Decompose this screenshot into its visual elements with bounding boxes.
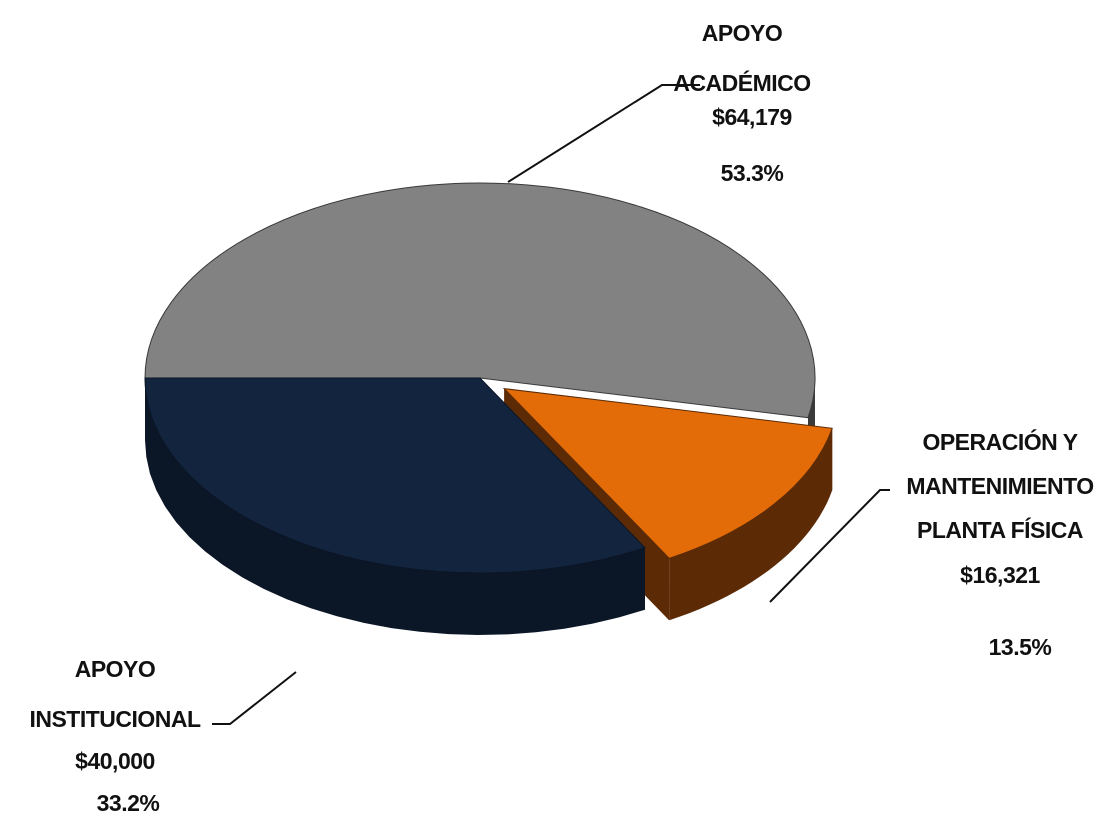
slice: [144, 182, 816, 419]
slice-tops: [144, 182, 833, 574]
value-label: $40,000: [75, 748, 155, 774]
category-label: APOYO ACADÉMICO: [673, 20, 811, 96]
leader-line: [212, 671, 297, 725]
percent-label: 53.3%: [720, 160, 784, 186]
category-label: APOYO INSTITUCIONAL: [29, 656, 201, 732]
percent-label: 33.2%: [96, 790, 160, 816]
slice-side: [669, 428, 833, 621]
value-label: $64,179: [712, 104, 792, 130]
slice: [502, 387, 833, 559]
leader-line: [769, 489, 890, 603]
value-label: $16,321: [960, 562, 1040, 588]
leader-lines: [212, 84, 890, 725]
category-label: OPERACIÓN Y MANTENIMIENTO PLANTA FÍSICA: [906, 429, 1094, 543]
percent-label: 13.5%: [988, 634, 1052, 660]
slice: [144, 377, 646, 574]
slice-side: [145, 378, 645, 635]
leader-line: [507, 84, 700, 183]
